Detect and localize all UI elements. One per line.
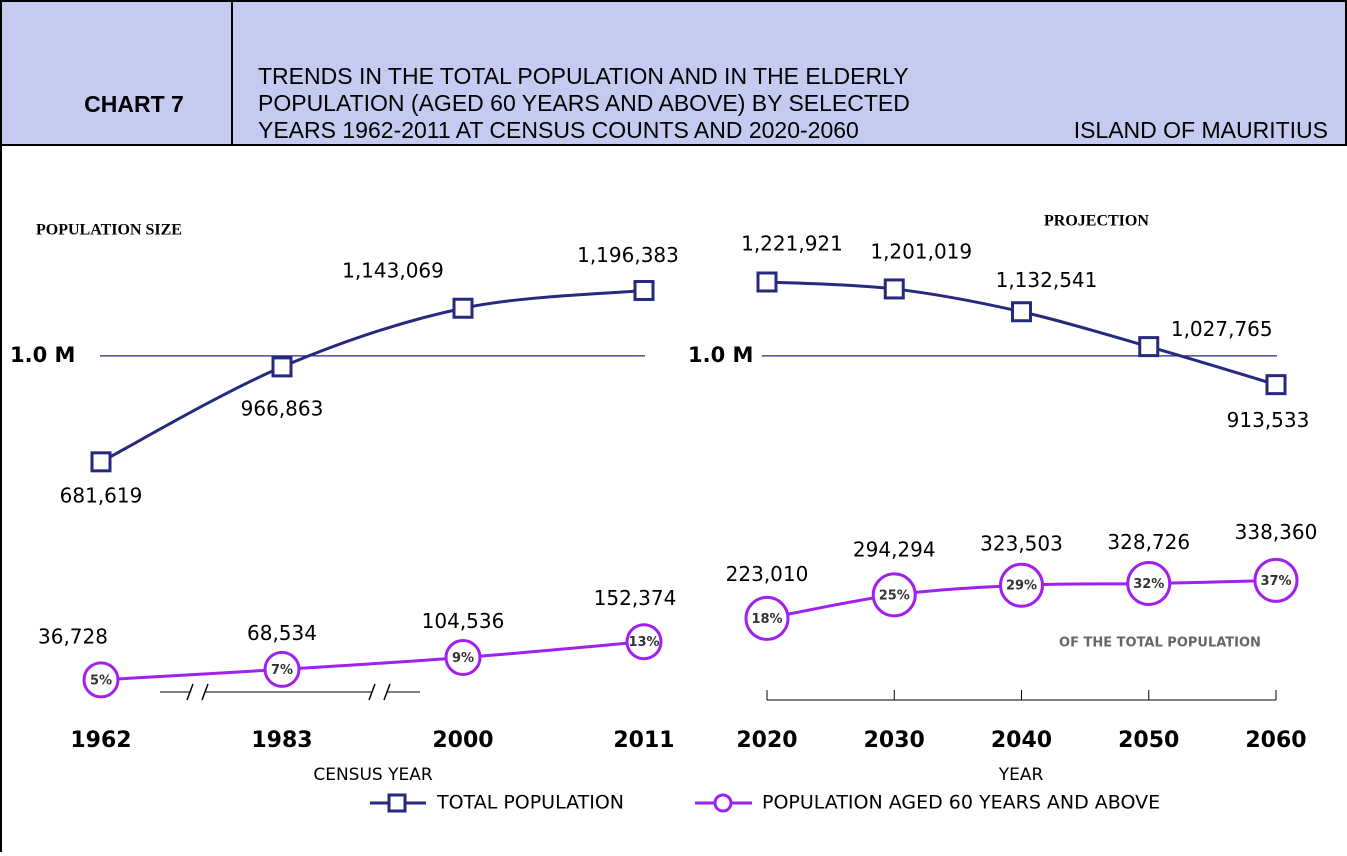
value-label: 1,196,383 xyxy=(577,243,679,267)
x-tick-label: 2020 xyxy=(736,728,797,753)
x-tick-label: 2000 xyxy=(432,728,493,753)
marker xyxy=(444,639,482,677)
header-box xyxy=(0,0,1347,146)
value-label: 323,503 xyxy=(980,532,1063,556)
title-line: TRENDS IN THE TOTAL POPULATION AND IN TH… xyxy=(258,63,909,89)
share-label: 9% xyxy=(452,651,474,666)
series-line xyxy=(100,640,645,682)
marker xyxy=(633,279,655,301)
x-tick-label: 2050 xyxy=(1118,728,1179,753)
share-label: 37% xyxy=(1260,574,1291,589)
legend-label: POPULATION AGED 60 YEARS AND ABOVE xyxy=(762,792,1160,814)
share-label: 7% xyxy=(271,663,293,678)
value-label: 104,536 xyxy=(422,609,505,633)
title-line: POPULATION (AGED 60 YEARS AND ABOVE) BY … xyxy=(258,90,910,116)
value-label: 681,619 xyxy=(60,483,143,507)
value-label: 1,132,541 xyxy=(996,268,1098,292)
x-axis-label: YEAR xyxy=(998,765,1044,785)
marker xyxy=(883,278,905,300)
marker xyxy=(744,595,790,641)
marker xyxy=(90,451,112,473)
x-tick-label: 2011 xyxy=(613,728,674,753)
marker xyxy=(999,562,1044,608)
marker xyxy=(625,623,663,661)
x-tick-label: 2060 xyxy=(1245,728,1306,753)
share-label: 32% xyxy=(1133,577,1164,592)
marker xyxy=(1253,557,1299,603)
y-tick-label: 1.0 M xyxy=(688,343,753,367)
value-label: 1,221,921 xyxy=(741,231,843,255)
value-label: 328,726 xyxy=(1107,530,1190,554)
marker xyxy=(263,650,301,688)
share-label: 13% xyxy=(628,635,659,650)
series-line xyxy=(100,288,645,464)
marker xyxy=(271,356,293,378)
annotation: OF THE TOTAL POPULATION xyxy=(1059,636,1261,651)
legend-label: TOTAL POPULATION xyxy=(436,792,624,814)
share-label: 29% xyxy=(1006,579,1037,594)
value-label: 966,863 xyxy=(241,396,324,420)
marker xyxy=(452,297,474,319)
x-tick-label: 2040 xyxy=(991,728,1052,753)
value-label: 294,294 xyxy=(853,537,936,561)
chart-subtitle: PROJECTION xyxy=(1044,213,1149,230)
legend-marker xyxy=(387,793,407,813)
x-tick-label: 1962 xyxy=(70,728,131,753)
value-label: 338,360 xyxy=(1235,520,1318,544)
value-label: 1,143,069 xyxy=(342,259,444,283)
x-tick-label: 1983 xyxy=(251,728,312,753)
axis-break xyxy=(368,683,376,701)
region: ISLAND OF MAURITIUS xyxy=(1074,117,1328,143)
share-label: 5% xyxy=(90,673,112,688)
x-tick-label: 2030 xyxy=(864,728,925,753)
marker xyxy=(756,271,778,293)
value-label: 36,728 xyxy=(38,624,108,648)
marker xyxy=(1011,301,1032,323)
axis-break xyxy=(186,683,194,701)
marker xyxy=(82,661,120,699)
marker xyxy=(1126,561,1172,607)
share-label: 25% xyxy=(879,588,910,603)
marker xyxy=(1138,336,1160,358)
chart-subtitle: POPULATION SIZE xyxy=(36,222,182,239)
title-line: YEARS 1962-2011 AT CENSUS COUNTS AND 202… xyxy=(258,117,859,143)
value-label: 1,027,765 xyxy=(1171,317,1273,341)
chart-number: CHART 7 xyxy=(84,91,184,117)
value-label: 68,534 xyxy=(247,621,317,645)
x-axis-label: CENSUS YEAR xyxy=(313,765,433,785)
share-label: 18% xyxy=(751,612,782,627)
value-label: 152,374 xyxy=(594,586,677,610)
marker xyxy=(871,572,917,618)
value-label: 1,201,019 xyxy=(870,239,972,263)
value-label: 913,533 xyxy=(1227,408,1310,432)
legend-marker xyxy=(713,793,733,813)
y-tick-label: 1.0 M xyxy=(10,343,75,367)
value-label: 223,010 xyxy=(726,562,809,586)
marker xyxy=(1265,374,1287,396)
